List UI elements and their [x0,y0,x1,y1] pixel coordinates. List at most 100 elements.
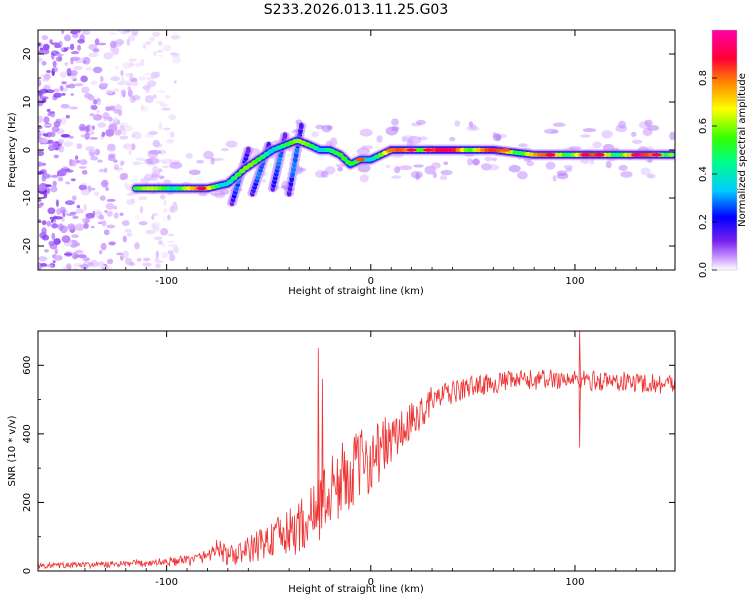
noise-speckle [71,195,77,201]
noise-speckle [82,257,91,262]
faint-speckle [454,120,461,127]
noise-speckle [38,42,41,47]
noise-speckle [134,242,140,250]
noise-speckle [41,138,49,144]
noise-speckle [77,44,82,51]
faint-speckle [431,162,441,169]
noise-speckle [155,250,160,258]
noise-speckle [61,93,66,96]
noise-speckle [171,52,181,58]
faint-speckle [508,164,521,173]
noise-speckle [106,198,116,202]
noise-speckle [126,232,133,237]
faint-speckle [592,141,602,149]
noise-speckle [38,183,47,192]
noise-speckle [107,116,113,122]
faint-speckle [398,165,413,171]
noise-speckle [163,199,167,206]
noise-speckle [59,117,67,125]
noise-speckle [95,209,100,217]
colorbar-tick-label: 0.2 [698,214,709,230]
faint-speckle [432,171,437,179]
ridge-peak [594,153,605,157]
noise-speckle [53,238,61,245]
noise-speckle [153,236,163,241]
noise-speckle [65,84,70,89]
noise-speckle [63,253,73,256]
noise-speckle [106,145,116,152]
noise-speckle [71,234,80,238]
noise-speckle [39,47,44,51]
noise-speckle [56,169,67,177]
faint-speckle [415,172,421,181]
noise-speckle [97,159,103,163]
noise-speckle [55,199,59,207]
noise-speckle [38,115,43,123]
spectrogram-x-label: Height of straight line (km) [288,286,424,297]
noise-speckle [152,139,160,148]
noise-speckle [126,193,135,196]
noise-speckle [100,242,107,251]
colorbar-tick-label: 0.8 [698,70,709,86]
noise-speckle [167,214,171,220]
noise-speckle [152,94,157,99]
faint-speckle [146,157,160,165]
spectrogram-y-ticks: -20 -10 0 10 20 [22,29,675,271]
noise-speckle [87,261,94,266]
noise-speckle [92,66,103,74]
noise-speckle [80,182,88,186]
faint-speckle [337,166,344,172]
faint-speckle [517,171,528,180]
ridge-mark [238,168,246,174]
faint-speckle [467,157,473,166]
noise-speckle [52,60,57,68]
noise-speckle [145,41,152,46]
noise-speckle [173,246,179,254]
noise-speckle [52,260,56,264]
snr-panel: -100 0 100 0 200 400 600 Height of straight l… [7,330,676,595]
noise-speckle [61,30,65,35]
snr-x-tick-label: 0 [368,577,374,588]
noise-speckle [136,257,142,262]
noise-speckle [59,71,67,78]
noise-speckle [88,52,99,58]
ridge-mark [243,165,250,171]
noise-speckle [160,251,168,259]
noise-speckle [92,114,103,121]
noise-speckle [90,104,94,110]
noise-speckle [163,208,168,213]
spectrogram-x-tick-label: 100 [565,276,584,287]
faint-speckle [544,128,559,134]
faint-speckle [492,157,497,162]
noise-speckle [68,136,74,139]
noise-speckle [153,225,160,233]
noise-speckle [106,224,116,229]
noise-speckle [85,212,95,219]
ridge-peak [545,153,556,157]
noise-speckle [158,54,164,58]
noise-speckle [98,249,103,255]
noise-speckle [42,133,49,137]
noise-speckle [89,112,95,117]
ridge-mark [247,162,254,168]
noise-speckle [157,50,163,53]
noise-speckle [103,229,110,236]
noise-speckle [145,229,155,235]
noise-speckle [170,205,176,212]
noise-speckle [53,121,61,128]
noise-speckle [134,62,141,68]
faint-speckle [261,179,267,183]
noise-speckle [59,85,64,92]
noise-speckle [46,70,51,73]
noise-speckle [161,107,171,111]
noise-speckle [71,242,81,247]
spectrogram-y-label: Frequency (Hz) [7,112,18,188]
noise-speckle [51,125,60,133]
faint-speckle [321,170,329,178]
noise-speckle [140,105,150,113]
noise-speckle [65,213,76,216]
noise-speckle [108,105,116,111]
noise-speckle [113,212,119,219]
noise-speckle [38,125,43,130]
noise-speckle [68,83,76,89]
